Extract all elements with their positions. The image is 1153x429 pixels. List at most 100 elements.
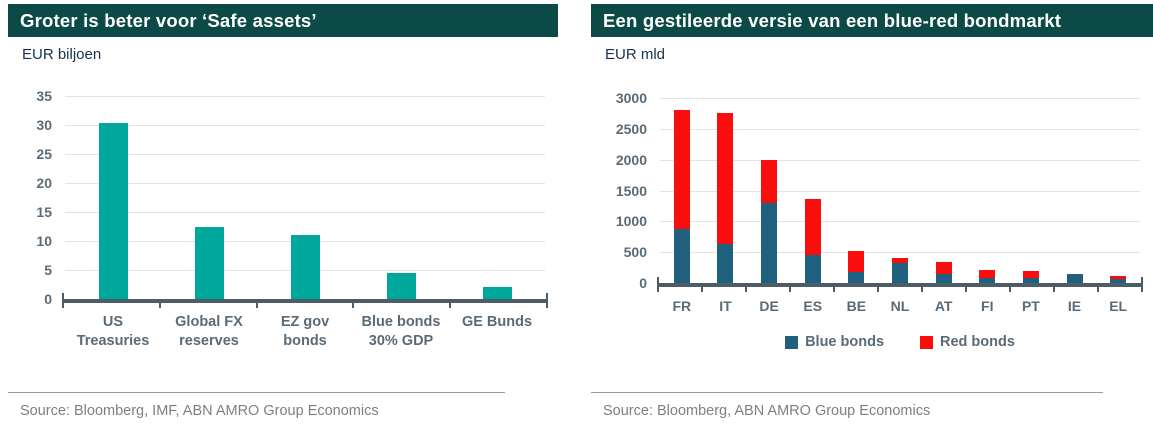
y-tick-label: 1500 — [615, 182, 647, 199]
axis-tick — [1096, 287, 1099, 292]
gridline — [65, 212, 545, 213]
gridline — [660, 190, 1140, 192]
bar-segment — [761, 160, 778, 204]
x-category-label: NL — [890, 298, 910, 314]
legend-item: Blue bonds — [785, 334, 884, 350]
divider-line — [8, 392, 505, 393]
x-category-label: Global FX reserves — [175, 314, 243, 349]
y-tick-label: 25 — [36, 146, 52, 162]
stacked-bar-chart-bondmarkt: 0 500 1000 1500 2000 2500 3000 FR IT DE ES BE NL AT F… — [616, 90, 1143, 350]
axis-tick — [1053, 287, 1055, 292]
bar-segment — [717, 244, 734, 283]
gridline — [660, 252, 1140, 254]
y-axis-tick-labels: 0 500 1000 1500 2000 2500 3000 — [603, 90, 647, 291]
bar-segment — [1022, 278, 1039, 283]
y-tick-label: 35 — [36, 88, 52, 104]
bar-segment — [804, 254, 821, 283]
chart-legend: Blue bonds Red bonds — [660, 334, 1140, 350]
x-category-label: US Treasuries — [76, 314, 150, 349]
y-axis-unit-label: EUR biljoen — [22, 46, 102, 63]
y-tick-label: 2000 — [615, 151, 647, 168]
y-tick-label: 5 — [44, 262, 52, 278]
legend-item: Red bonds — [920, 334, 1015, 350]
chart-title: Groter is beter voor ‘Safe assets’ — [20, 10, 317, 31]
axis-tick — [833, 287, 835, 292]
legend-label: Blue bonds — [805, 334, 885, 350]
x-category-label: FR — [672, 298, 692, 314]
axis-tick — [62, 293, 64, 308]
y-tick-label: 20 — [36, 175, 52, 191]
axis-tick — [701, 287, 703, 292]
chart-title-bar: Groter is beter voor ‘Safe assets’ — [8, 4, 558, 37]
legend-swatch-icon — [920, 335, 934, 349]
x-category-label: GE Bunds — [461, 314, 533, 330]
gridline — [65, 183, 545, 185]
bar-segment — [482, 287, 512, 299]
bar-segment — [717, 113, 734, 245]
y-tick-label: 10 — [36, 233, 52, 249]
bar-segment — [892, 258, 908, 263]
bar-segment — [98, 123, 128, 299]
x-category-label: ES — [803, 298, 823, 314]
legend-swatch-icon — [785, 335, 799, 349]
chart-panel-blue-red-bondmarkt: Een gestileerde versie van een blue-red … — [591, 4, 1153, 419]
gridline — [660, 221, 1140, 223]
gridline — [660, 128, 1140, 130]
bar-segment — [848, 271, 865, 283]
axis-tick — [745, 287, 747, 292]
x-axis-line — [62, 293, 548, 308]
bar-segment — [386, 272, 416, 299]
plot-area — [65, 96, 545, 299]
bar-chart-safe-assets: 0 5 10 15 20 25 30 35 US Treasuries Global FX re… — [36, 88, 548, 349]
axis-tick — [1009, 287, 1011, 292]
bar-segment — [979, 270, 996, 278]
gridline — [65, 125, 545, 126]
x-category-label: AT — [934, 298, 953, 314]
axis-tick — [449, 303, 452, 308]
axis-tick — [789, 287, 791, 292]
axis-tick — [876, 287, 879, 292]
x-category-label: FI — [981, 298, 994, 314]
x-category-label: EZ gov bonds — [280, 314, 330, 349]
y-tick-label: 1000 — [615, 213, 647, 230]
axis-tick — [352, 303, 355, 308]
y-tick-label: 3000 — [615, 90, 647, 106]
x-category-label: DE — [759, 298, 779, 314]
bar-segment — [804, 198, 821, 255]
bar-segment — [290, 235, 320, 299]
y-tick-label: 15 — [36, 204, 52, 220]
plot-area — [660, 98, 1140, 283]
divider-line — [591, 392, 1103, 393]
bar-segment — [979, 277, 996, 283]
gridline — [660, 98, 1140, 99]
bar-segment — [892, 262, 908, 283]
legend-label: Red bonds — [940, 334, 1015, 350]
bar-segment — [673, 229, 690, 283]
y-tick-label: 0 — [44, 291, 52, 307]
bar-segment — [194, 226, 224, 299]
y-axis-tick-labels: 0 5 10 15 20 25 30 35 — [8, 88, 52, 307]
x-category-label: IT — [719, 298, 732, 314]
bar-segment — [935, 262, 952, 275]
chart-title-bar: Een gestileerde versie van een blue-red … — [591, 4, 1153, 37]
x-category-label: Blue bonds 30% GDP — [361, 314, 441, 349]
axis-tick — [255, 303, 258, 308]
source-note: Source: Bloomberg, IMF, ABN AMRO Group E… — [20, 403, 379, 419]
y-tick-label: 500 — [623, 244, 647, 261]
bar-segment — [1110, 279, 1127, 283]
bar-segment — [1066, 273, 1083, 283]
bar-segment — [673, 110, 690, 230]
x-category-label: EL — [1109, 298, 1128, 314]
chart-title: Een gestileerde versie van een blue-red … — [603, 10, 1062, 31]
axis-tick — [1141, 277, 1143, 292]
bar-segment — [1022, 270, 1039, 279]
y-tick-label: 2500 — [615, 120, 647, 137]
y-tick-label: 30 — [36, 117, 52, 133]
source-note: Source: Bloomberg, ABN AMRO Group Econom… — [603, 403, 931, 419]
axis-tick — [158, 303, 161, 308]
axis-tick — [921, 287, 923, 292]
chart-panel-safe-assets: Groter is beter voor ‘Safe assets’ EUR b… — [8, 4, 558, 419]
x-category-label: PT — [1021, 298, 1040, 314]
axis-tick — [657, 277, 659, 292]
